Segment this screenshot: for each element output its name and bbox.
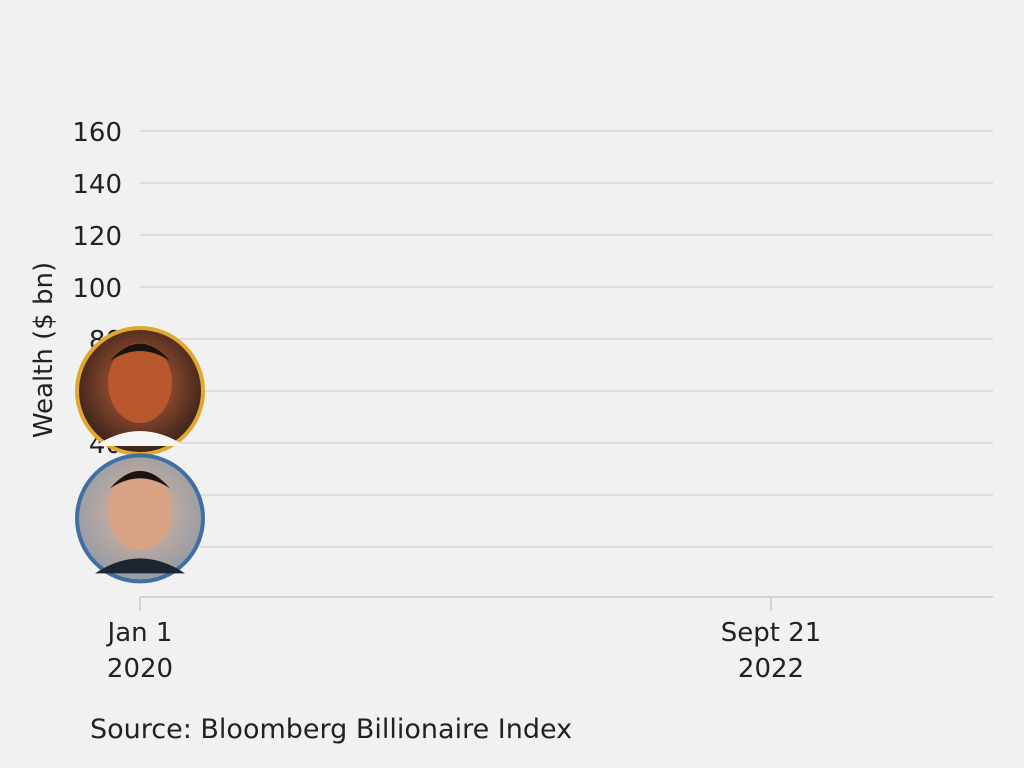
- x-tick-label: 2022: [738, 654, 804, 684]
- hair-icon: [110, 470, 170, 489]
- y-tick-label: 140: [72, 170, 122, 200]
- x-tick-label: Sept 21: [721, 618, 822, 648]
- hair-icon: [110, 343, 170, 361]
- x-tick-label: Jan 1: [106, 618, 173, 648]
- y-tick-label: 160: [72, 118, 122, 148]
- y-axis-label: Wealth ($ bn): [29, 262, 59, 438]
- collar-icon: [95, 431, 185, 446]
- x-tick-label: 2020: [107, 654, 173, 684]
- portrait-marker: [75, 453, 205, 584]
- y-tick-label: 120: [72, 222, 122, 252]
- face-icon: [108, 470, 172, 551]
- portrait-marker: [75, 326, 205, 456]
- y-tick-label: 100: [72, 274, 122, 304]
- collar-icon: [95, 558, 185, 574]
- source-note: Source: Bloomberg Billionaire Index: [90, 714, 573, 745]
- face-icon: [108, 343, 172, 423]
